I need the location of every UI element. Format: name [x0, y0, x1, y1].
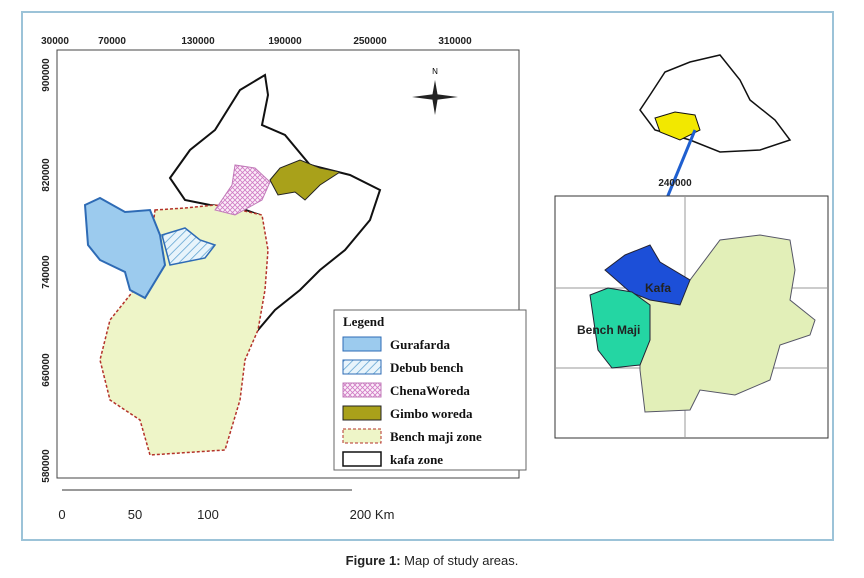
legend-item: Debub bench — [390, 360, 464, 375]
scale-label: 100 — [197, 507, 219, 522]
north-label: N — [432, 67, 438, 76]
inset-map — [555, 196, 828, 438]
legend-item: ChenaWoreda — [390, 383, 470, 398]
legend-swatches — [342, 336, 382, 467]
scale-label: 200 Km — [350, 507, 395, 522]
left-coord: 740000 — [41, 255, 52, 289]
left-coord: 900000 — [41, 58, 52, 92]
map-border — [56, 49, 520, 479]
inset-bench: Bench Maji — [577, 323, 640, 337]
bench-maji-zone — [99, 204, 269, 456]
gurafarda — [83, 196, 167, 300]
legend-title: Legend — [343, 314, 385, 329]
map-shapes — [83, 73, 382, 456]
inset-coord: 240000 — [658, 178, 692, 189]
left-coord: 820000 — [41, 158, 52, 192]
inset-kafa: Kafa — [645, 281, 671, 295]
legend-item: Gimbo woreda — [390, 406, 473, 421]
left-coord: 580000 — [41, 449, 52, 483]
top-coord: 30000 — [41, 36, 69, 47]
legend-item: Bench maji zone — [390, 429, 482, 444]
gimbo-woreda — [269, 159, 342, 201]
top-coord: 190000 — [268, 36, 302, 47]
debub-bench — [161, 227, 217, 266]
inset-ethiopia — [639, 54, 792, 199]
chena-woreda — [214, 164, 271, 216]
scale-label: 0 — [58, 507, 65, 522]
caption: Figure 1: Map of study areas. — [346, 553, 519, 568]
top-coord: 310000 — [438, 36, 472, 47]
caption-label: Figure 1: — [346, 553, 401, 568]
top-coord: 130000 — [181, 36, 215, 47]
legend-item: kafa zone — [390, 452, 443, 467]
legend-item: Gurafarda — [390, 337, 450, 352]
top-coord: 70000 — [98, 36, 126, 47]
top-coord: 250000 — [353, 36, 387, 47]
left-coord: 660000 — [41, 353, 52, 387]
scale-label: 50 — [128, 507, 142, 522]
north-arrow: N — [412, 67, 458, 115]
caption-text: Map of study areas. — [404, 553, 518, 568]
